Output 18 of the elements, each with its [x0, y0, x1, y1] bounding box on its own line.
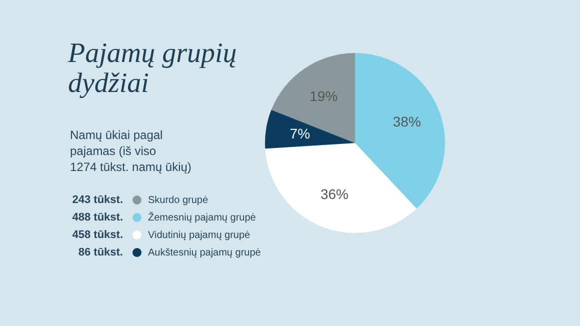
- data-label: 7%: [290, 125, 310, 142]
- data-label: 19%: [310, 88, 338, 104]
- pie-slice: [271, 53, 355, 143]
- legend-label: Vidutinių pajamų grupė: [148, 230, 251, 241]
- text: 243 tūkst.: [72, 194, 123, 206]
- chart-title: Pajamų grupių dydžiai: [67, 38, 237, 99]
- pie-slice: [265, 110, 355, 149]
- text: Namų ūkiai pagal pajamas (iš viso 1274 tūkst. namų ūkių): [70, 128, 192, 174]
- text: 86 tūkst.: [78, 246, 123, 258]
- data-label: 36%: [320, 186, 348, 202]
- data-label: 38%: [392, 113, 421, 130]
- text: 488 tūkst.: [72, 212, 123, 224]
- text: 458 tūkst.: [72, 229, 123, 241]
- legend-label: Žemesnių pajamų grupė: [148, 212, 256, 224]
- pie-slice: [265, 143, 417, 233]
- pie-slice: [355, 53, 445, 209]
- legend-label: Skurdo grupė: [148, 195, 208, 206]
- legend-label: Aukštesnių pajamų grupė: [148, 248, 262, 258]
